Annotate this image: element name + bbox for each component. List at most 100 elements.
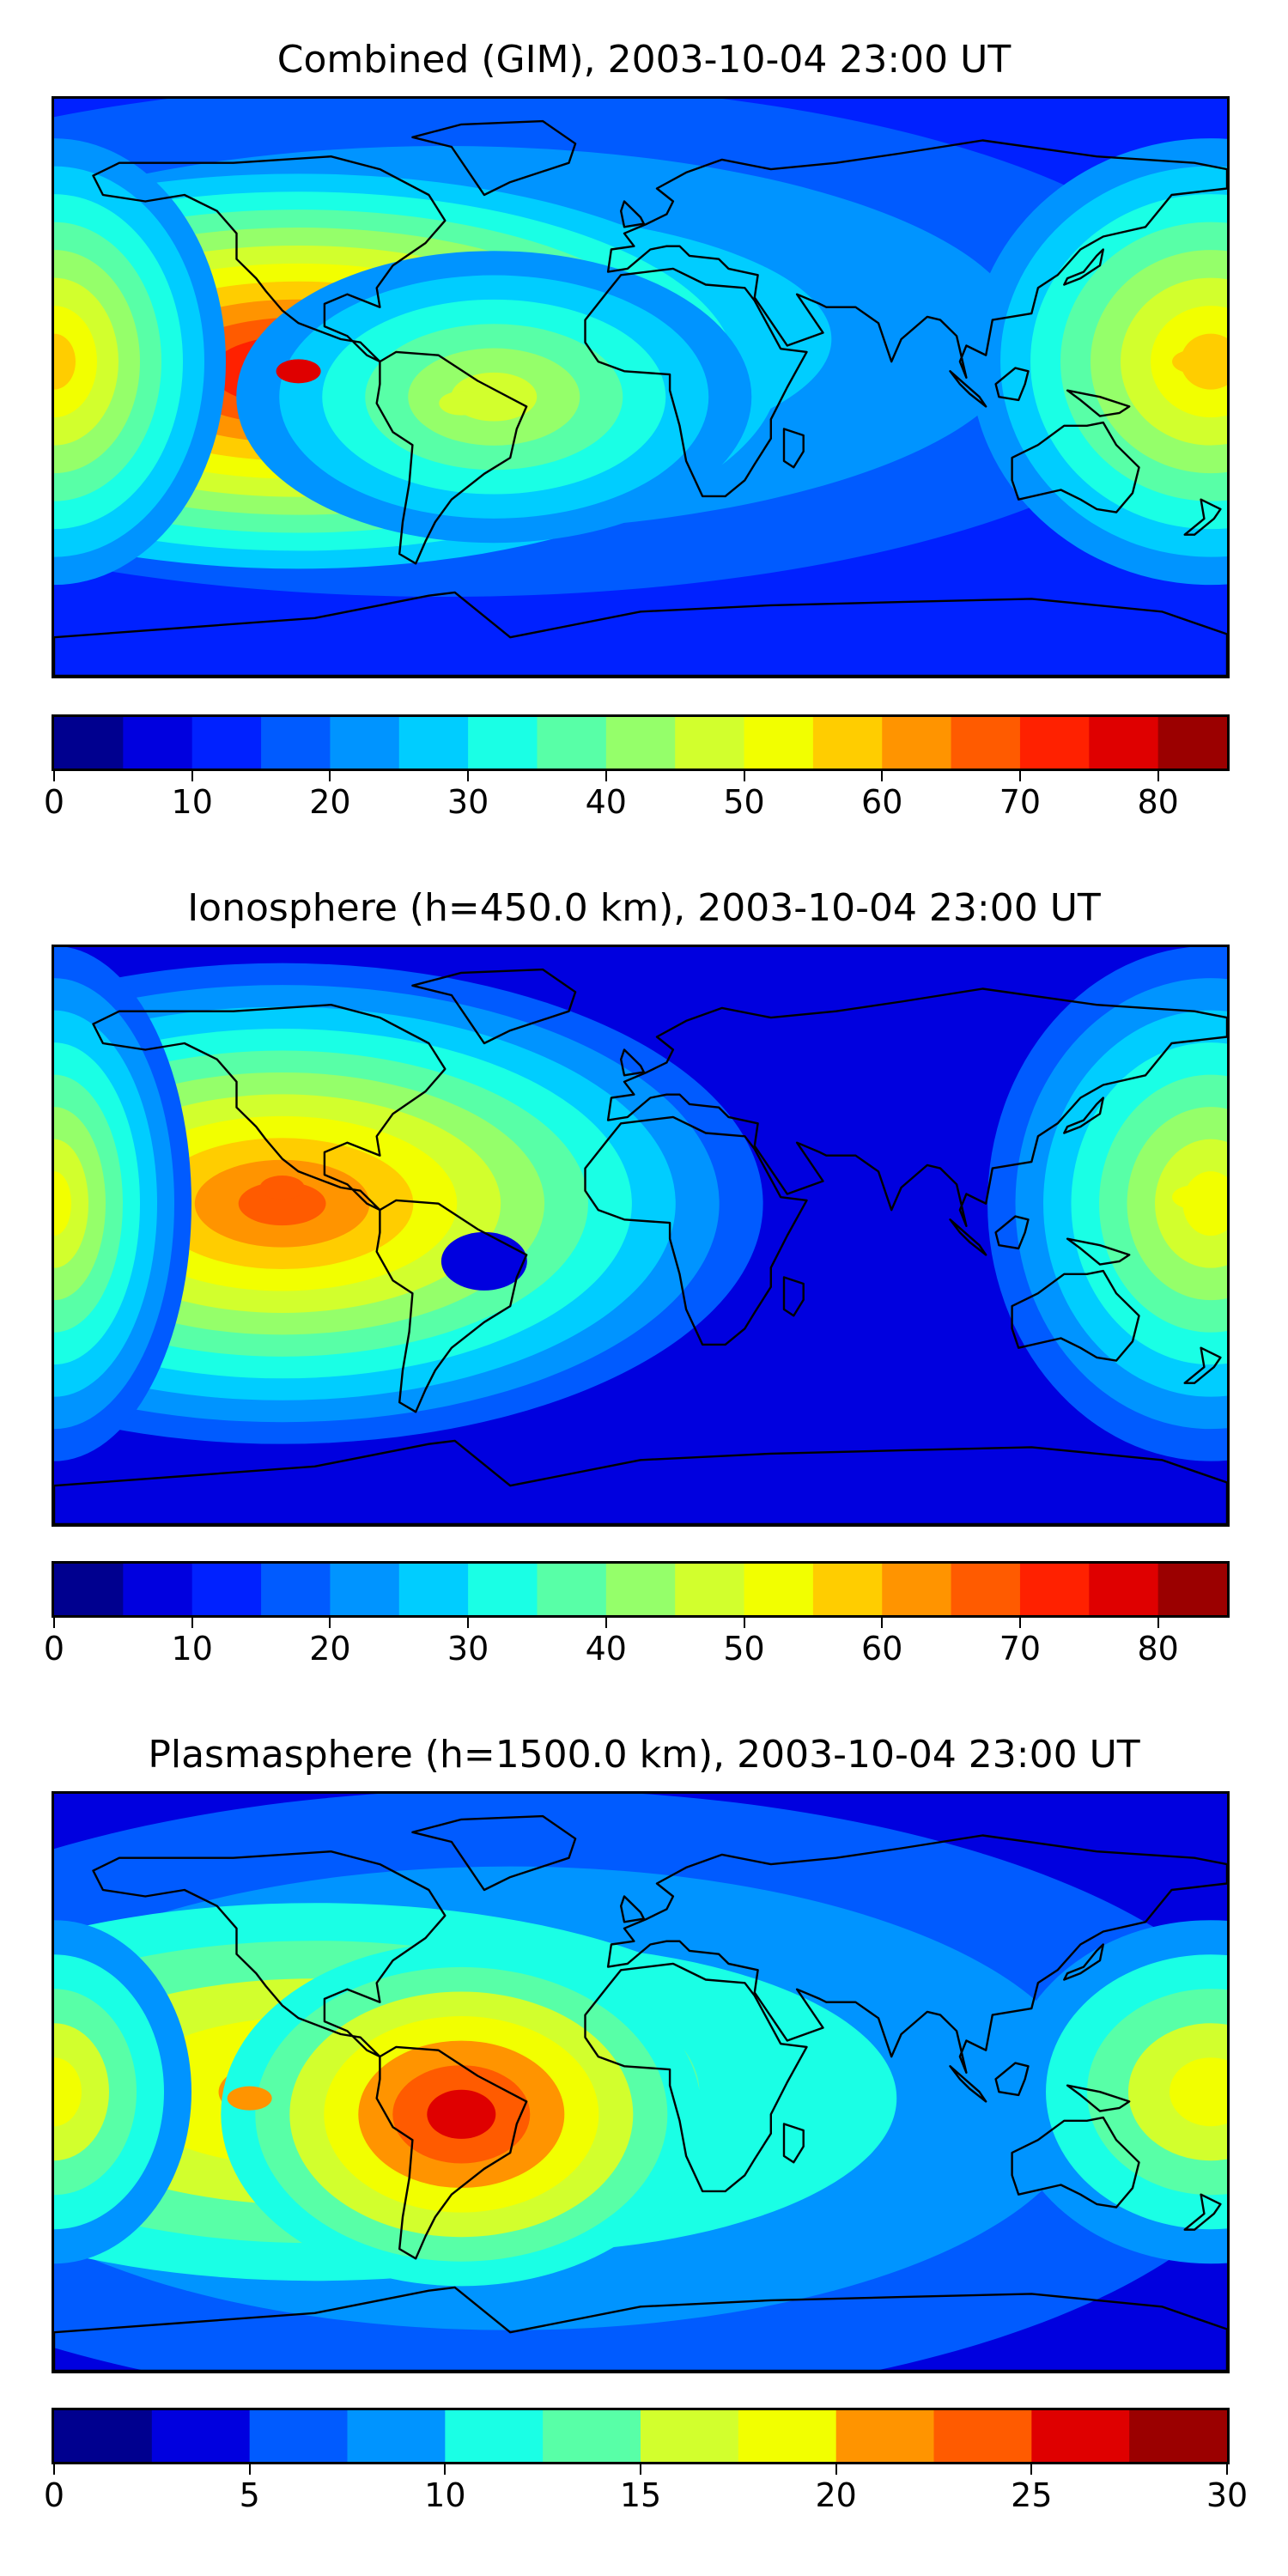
coastline-south-america xyxy=(375,350,528,565)
colorbar-tick xyxy=(467,1618,470,1628)
colorbar-tick-label: 60 xyxy=(861,1630,903,1668)
colorbar-bin-1 xyxy=(151,2410,251,2462)
hotspot-0 xyxy=(439,2102,484,2127)
hotspot-2 xyxy=(439,391,484,416)
colorbar-ticks-combined: 0 10 20 30 40 50 60 70 80 xyxy=(44,771,1230,823)
colorbar-bin-11 xyxy=(812,1564,883,1615)
coastline-eurasia xyxy=(606,987,1227,1227)
colorbar-tick xyxy=(248,2464,251,2475)
colorbar-bin-7 xyxy=(738,2410,837,2462)
coastline-madagascar xyxy=(782,428,805,469)
coastline-north-america xyxy=(92,1850,447,2058)
colorbar-tick-label: 70 xyxy=(999,1630,1042,1668)
colorbar-bin-0 xyxy=(54,1564,124,1615)
colorbar-bin-13 xyxy=(951,1564,1021,1615)
chart-title-ionosphere: Ionosphere (h=450.0 km), 2003-10-04 23:0… xyxy=(187,886,1101,930)
coastline-north-america xyxy=(92,155,447,363)
colorbar-bin-9 xyxy=(933,2410,1032,2462)
colorbar-tick-label: 0 xyxy=(43,1630,65,1668)
colorbar-tick xyxy=(605,1618,607,1628)
colorbar-bin-3 xyxy=(261,1564,331,1615)
colorbar-tick xyxy=(743,1618,745,1628)
colorbar-tick-label: 60 xyxy=(861,783,903,821)
coastline-greenland xyxy=(411,1814,577,1892)
colorbar-tick-label: 10 xyxy=(171,1630,213,1668)
colorbar-tick-label: 10 xyxy=(424,2476,466,2514)
colorbar-tick-label: 20 xyxy=(309,783,351,821)
coastline-australia xyxy=(1011,1269,1140,1362)
colorbar-bin-4 xyxy=(330,717,400,769)
colorbar-combined xyxy=(52,714,1230,771)
chart-title-plasmasphere: Plasmasphere (h=1500.0 km), 2003-10-04 2… xyxy=(148,1733,1140,1777)
colorbar-bin-3 xyxy=(347,2410,446,2462)
pacific-west-wrap-band-7 xyxy=(54,333,76,390)
colorbar-bin-7 xyxy=(537,1564,607,1615)
colorbar-bin-14 xyxy=(1019,1564,1090,1615)
coastline-africa xyxy=(584,1962,808,2193)
hotspot-1 xyxy=(1172,349,1218,374)
colorbar-bin-1 xyxy=(123,717,193,769)
colorbar-tick xyxy=(881,1618,884,1628)
coastline-borneo xyxy=(994,1215,1030,1250)
colorbar-tick-label: 30 xyxy=(1206,2476,1249,2514)
colorbar-tick-label: 80 xyxy=(1137,1630,1179,1668)
colorbar-tick xyxy=(1157,771,1159,781)
colorbar-tick xyxy=(191,1618,193,1628)
colorbar-tick-label: 50 xyxy=(723,1630,765,1668)
colorbar-tick xyxy=(467,771,470,781)
colorbar-ionosphere xyxy=(52,1561,1230,1618)
coastline-sumatra xyxy=(949,1218,987,1256)
colorbar-tick xyxy=(329,1618,331,1628)
colorbar-bin-6 xyxy=(468,717,538,769)
colorbar-tick xyxy=(444,2464,447,2475)
chart-title-combined: Combined (GIM), 2003-10-04 23:00 UT xyxy=(276,38,1012,82)
coastline-borneo xyxy=(994,367,1030,402)
coastline-new-guinea xyxy=(1066,2084,1131,2112)
colorbar-bin-11 xyxy=(1129,2410,1227,2462)
pacific-west-wrap-band-7 xyxy=(54,1171,71,1236)
colorbar-bin-10 xyxy=(1031,2410,1130,2462)
colorbar-ticks-plasmasphere: 0 5 10 15 20 25 30 xyxy=(44,2464,1248,2516)
colorbar-tick-label: 15 xyxy=(619,2476,662,2514)
colorbar-bin-5 xyxy=(398,1564,469,1615)
colorbar-bin-12 xyxy=(882,717,952,769)
colorbar-bin-4 xyxy=(330,1564,400,1615)
coastline-greenland xyxy=(411,968,577,1045)
colorbar-bin-2 xyxy=(191,1564,262,1615)
colorbar-tick-label: 30 xyxy=(447,1630,489,1668)
colorbar-bin-11 xyxy=(812,717,883,769)
colorbar-bin-16 xyxy=(1157,717,1227,769)
colorbar-tick-label: 20 xyxy=(309,1630,351,1668)
coastline-new-zealand xyxy=(1183,498,1222,536)
coastline-australia xyxy=(1011,2116,1140,2208)
colorbar-bin-2 xyxy=(191,717,262,769)
colorbar-tick xyxy=(191,771,193,781)
pacific-east-band-10 xyxy=(238,1182,326,1226)
colorbar-bin-9 xyxy=(675,717,745,769)
colorbar-plasmasphere xyxy=(52,2408,1230,2464)
colorbar-bin-0 xyxy=(54,2410,153,2462)
colorbar-tick-label: 70 xyxy=(999,783,1042,821)
colorbar-tick xyxy=(743,771,745,781)
coastline-madagascar xyxy=(782,1276,805,1317)
colorbar-tick xyxy=(1018,1618,1021,1628)
colorbar-tick xyxy=(835,2464,837,2475)
colorbar-bin-10 xyxy=(744,1564,814,1615)
coastline-africa xyxy=(584,267,808,498)
coastline-new-guinea xyxy=(1066,389,1131,417)
colorbar-tick-label: 10 xyxy=(171,783,213,821)
colorbar-bin-8 xyxy=(605,717,676,769)
colorbar-bin-0 xyxy=(54,717,124,769)
colorbar-tick-label: 25 xyxy=(1011,2476,1053,2514)
coastline-uk xyxy=(620,1048,645,1077)
colorbar-bin-15 xyxy=(1089,1564,1159,1615)
coastline-eurasia xyxy=(606,139,1227,379)
colorbar-bin-16 xyxy=(1157,1564,1227,1615)
map-combined xyxy=(52,96,1230,678)
map-ionosphere xyxy=(52,945,1230,1527)
colorbar-tick xyxy=(1226,2464,1228,2475)
colorbar-tick-label: 50 xyxy=(723,783,765,821)
colorbar-ticks-ionosphere: 0 10 20 30 40 50 60 70 80 xyxy=(44,1618,1230,1669)
hotspot-0 xyxy=(259,1176,305,1200)
brazil-depletion xyxy=(440,1231,527,1291)
